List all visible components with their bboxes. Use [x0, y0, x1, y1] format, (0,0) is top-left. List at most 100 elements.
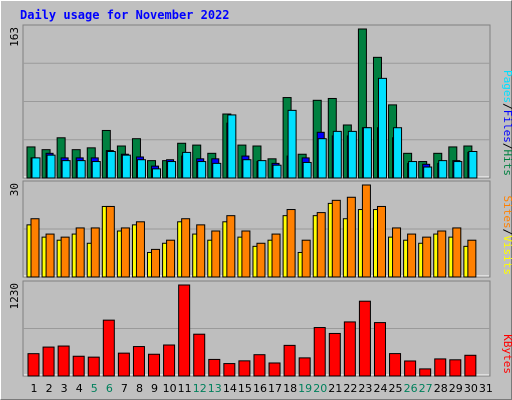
- legend-visits-sites: Sites/Visits: [501, 196, 512, 276]
- bar-pages-day-5: [91, 161, 101, 179]
- bar-kbytes-day-29: [449, 359, 462, 377]
- bar-sites-day-4: [75, 227, 85, 278]
- bar-sites-day-3: [60, 236, 70, 278]
- bar-sites-day-24: [376, 205, 386, 278]
- bar-pages-day-17: [272, 164, 282, 179]
- day-label-8: 8: [136, 382, 143, 395]
- day-label-3: 3: [61, 382, 68, 395]
- bar-pages-day-29: [453, 161, 463, 179]
- legend-entry: KBytes: [501, 334, 512, 374]
- bar-pages-day-18: [287, 109, 297, 179]
- day-label-16: 16: [253, 382, 267, 395]
- bar-sites-day-8: [135, 221, 145, 278]
- bar-pages-day-9: [152, 168, 162, 179]
- bar-kbytes-day-13: [208, 358, 221, 377]
- bar-sites-day-20: [316, 212, 326, 278]
- bar-sites-day-9: [151, 248, 161, 278]
- day-label-10: 10: [163, 382, 177, 395]
- bar-sites-day-6: [105, 205, 115, 278]
- bar-kbytes-day-2: [42, 346, 55, 377]
- bar-kbytes-day-6: [102, 319, 115, 377]
- scale-label: 1230: [8, 283, 21, 310]
- day-label-28: 28: [434, 382, 448, 395]
- bar-pages-day-30: [468, 150, 478, 179]
- day-label-7: 7: [121, 382, 128, 395]
- bar-pages-day-12: [197, 161, 207, 179]
- day-label-9: 9: [151, 382, 158, 395]
- bar-pages-day-20: [317, 138, 327, 179]
- day-label-24: 24: [373, 382, 387, 395]
- bar-kbytes-day-4: [72, 355, 85, 377]
- bar-kbytes-day-28: [434, 358, 447, 377]
- legend-entry: Files: [501, 110, 512, 143]
- bar-sites-day-10: [166, 239, 176, 278]
- day-label-18: 18: [283, 382, 297, 395]
- day-label-12: 12: [193, 382, 207, 395]
- bar-kbytes-day-21: [328, 332, 341, 377]
- day-label-27: 27: [419, 382, 433, 395]
- bar-sites-day-13: [211, 230, 221, 278]
- bar-pages-day-6: [106, 150, 116, 179]
- bar-kbytes-day-25: [389, 353, 402, 377]
- bar-sites-day-16: [256, 242, 266, 278]
- bar-kbytes-day-9: [148, 353, 161, 377]
- bar-pages-day-1: [31, 157, 41, 179]
- bar-kbytes-day-5: [87, 356, 100, 377]
- bar-pages-day-13: [212, 162, 222, 179]
- bar-sites-day-19: [301, 239, 311, 278]
- bar-pages-day-24: [377, 77, 387, 179]
- bar-sites-day-25: [392, 227, 402, 278]
- day-label-1: 1: [31, 382, 38, 395]
- bar-sites-day-17: [271, 233, 281, 278]
- bar-kbytes-day-26: [404, 360, 417, 377]
- day-label-14: 14: [223, 382, 237, 395]
- day-label-17: 17: [268, 382, 282, 395]
- day-label-6: 6: [106, 382, 113, 395]
- bar-sites-day-1: [30, 218, 40, 278]
- legend-kbytes: KBytes: [501, 334, 512, 374]
- day-label-15: 15: [238, 382, 252, 395]
- bar-sites-day-23: [361, 184, 371, 278]
- bar-kbytes-day-30: [464, 354, 477, 377]
- bar-kbytes-day-12: [193, 333, 206, 377]
- legend-entry: Sites: [501, 196, 512, 229]
- bar-pages-day-14: [227, 114, 237, 179]
- bar-pages-day-15: [242, 159, 252, 179]
- day-label-29: 29: [449, 382, 463, 395]
- bar-kbytes-day-1: [27, 353, 40, 377]
- bar-kbytes-day-23: [358, 300, 371, 377]
- bar-pages-day-26: [408, 161, 418, 179]
- legend-separator: /: [501, 103, 512, 110]
- bar-sites-day-21: [331, 199, 341, 278]
- bar-pages-day-16: [257, 160, 267, 179]
- day-label-20: 20: [313, 382, 327, 395]
- bar-pages-day-23: [362, 127, 372, 179]
- bar-kbytes-day-3: [57, 345, 70, 377]
- bar-pages-day-3: [61, 160, 71, 179]
- bar-kbytes-day-7: [117, 352, 130, 377]
- bar-kbytes-day-10: [163, 344, 176, 377]
- bar-sites-day-26: [407, 233, 417, 278]
- bar-sites-day-30: [467, 239, 477, 278]
- chart-title: Daily usage for November 2022: [20, 8, 230, 22]
- bar-sites-day-29: [452, 227, 462, 278]
- bar-kbytes-day-17: [268, 362, 281, 377]
- bar-sites-day-14: [226, 215, 236, 278]
- scale-label: 30: [8, 183, 21, 196]
- bar-pages-day-7: [121, 154, 131, 179]
- bar-sites-day-11: [181, 218, 191, 278]
- bar-pages-day-19: [302, 161, 312, 179]
- bar-kbytes-day-22: [343, 321, 356, 377]
- day-label-21: 21: [328, 382, 342, 395]
- bar-kbytes-day-11: [178, 284, 191, 377]
- bar-sites-day-5: [90, 227, 100, 278]
- day-label-25: 25: [389, 382, 403, 395]
- legend-entry: Hits: [501, 150, 512, 177]
- day-label-5: 5: [91, 382, 98, 395]
- day-label-4: 4: [76, 382, 83, 395]
- day-label-22: 22: [343, 382, 357, 395]
- bar-kbytes-day-15: [238, 360, 251, 377]
- bar-pages-day-11: [182, 151, 192, 179]
- bar-kbytes-day-14: [223, 363, 236, 377]
